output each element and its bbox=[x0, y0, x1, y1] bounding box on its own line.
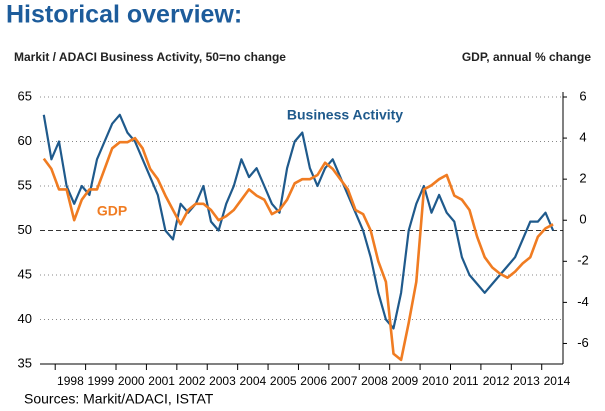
y-axis-label: Markit / ADACI Business Activity, 50=no … bbox=[14, 50, 286, 64]
x-tick-label: 2002 bbox=[179, 374, 206, 388]
x-tick-label: 2014 bbox=[544, 374, 571, 388]
y2-tick-label: -6 bbox=[577, 335, 589, 350]
y-tick-label: 35 bbox=[18, 355, 32, 370]
y2-tick-label: -4 bbox=[577, 294, 589, 309]
series-line bbox=[42, 136, 554, 362]
x-tick-label: 2003 bbox=[209, 374, 236, 388]
y-tick-label: 40 bbox=[18, 311, 32, 326]
y-tick-label: 65 bbox=[18, 88, 32, 103]
series-label: Business Activity bbox=[287, 107, 403, 123]
x-tick-label: 2009 bbox=[392, 374, 419, 388]
x-tick-label: 2004 bbox=[239, 374, 266, 388]
x-tick-label: 2008 bbox=[361, 374, 388, 388]
x-tick-label: 2011 bbox=[453, 374, 479, 388]
y-tick-label: 50 bbox=[18, 222, 32, 237]
y2-tick-label: 4 bbox=[579, 130, 586, 145]
chart-title: Historical overview: bbox=[6, 1, 242, 29]
x-tick-label: 2012 bbox=[483, 374, 510, 388]
x-tick-label: 2000 bbox=[118, 374, 145, 388]
source: Sources: Markit/ADACI, ISTAT bbox=[24, 391, 214, 407]
y-tick-label: 45 bbox=[18, 266, 32, 281]
x-tick-label: 2013 bbox=[513, 374, 540, 388]
y2-axis-label: GDP, annual % change bbox=[462, 50, 591, 64]
x-tick-label: 2006 bbox=[300, 374, 327, 388]
y2-tick-label: 6 bbox=[579, 88, 586, 103]
y-tick-label: 55 bbox=[18, 177, 32, 192]
y-tick-label: 60 bbox=[18, 133, 32, 148]
x-tick-label: 2001 bbox=[148, 374, 175, 388]
y2-tick-label: 2 bbox=[579, 171, 586, 186]
x-tick-label: 2010 bbox=[422, 374, 449, 388]
x-tick-label: 2007 bbox=[331, 374, 358, 388]
y2-tick-label: -2 bbox=[577, 253, 589, 268]
series-line bbox=[42, 113, 555, 330]
series-label: GDP bbox=[97, 203, 127, 219]
x-tick-label: 2005 bbox=[270, 374, 297, 388]
x-tick-label: 1998 bbox=[57, 374, 84, 388]
x-tick-label: 1999 bbox=[87, 374, 114, 388]
y2-tick-label: 0 bbox=[579, 212, 586, 227]
